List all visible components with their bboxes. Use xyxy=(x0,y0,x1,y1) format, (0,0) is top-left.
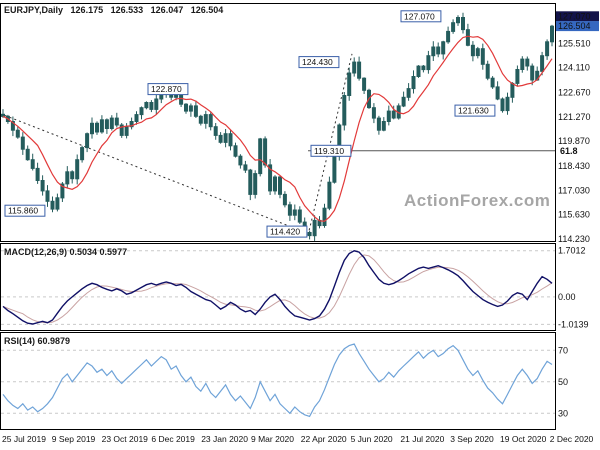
svg-text:21 Jul 2020: 21 Jul 2020 xyxy=(400,434,444,444)
svg-text:121.630: 121.630 xyxy=(458,106,489,116)
macd-main-line xyxy=(2,250,553,325)
high-price-axis-box: 127.070 xyxy=(556,11,599,22)
price-axis-labels: 125.510 124.110 122.670 121.270 119.870 118.4… xyxy=(558,38,591,244)
svg-text:122.870: 122.870 xyxy=(151,84,182,94)
svg-text:0.00: 0.00 xyxy=(558,292,576,302)
svg-text:23 Jan 2020: 23 Jan 2020 xyxy=(201,434,248,444)
svg-text:2 Dec 2020: 2 Dec 2020 xyxy=(550,434,594,444)
svg-text:125.510: 125.510 xyxy=(558,38,591,48)
watermark: ActionForex.com xyxy=(404,191,551,210)
svg-text:127.070: 127.070 xyxy=(404,11,435,21)
symbol-ohlc-header: EURJPY,Daily 126.175 126.533 126.047 126… xyxy=(4,5,228,15)
svg-text:126.504: 126.504 xyxy=(558,21,591,31)
fib-axis-label: 61.8 xyxy=(560,146,578,156)
high-value: 126.533 xyxy=(110,5,144,15)
open-value: 126.175 xyxy=(70,5,104,15)
svg-text:50: 50 xyxy=(558,377,568,387)
svg-text:9 Mar 2020: 9 Mar 2020 xyxy=(251,434,294,444)
rsi-indicator-label: RSI(14) 60.9879 xyxy=(4,336,71,346)
macd-lines xyxy=(2,250,553,325)
moving-average-line xyxy=(2,35,553,222)
rsi-line xyxy=(2,343,553,418)
svg-text:3 Sep 2020: 3 Sep 2020 xyxy=(450,434,494,444)
date-axis-labels: 25 Jul 2019 9 Sep 2019 23 Oct 2019 6 Dec 20… xyxy=(2,434,594,444)
svg-text:119.870: 119.870 xyxy=(558,136,590,146)
svg-text:9 Sep 2019: 9 Sep 2019 xyxy=(52,434,96,444)
macd-signal-line xyxy=(2,254,553,324)
svg-text:1.7012: 1.7012 xyxy=(558,246,586,256)
svg-text:25 Jul 2019: 25 Jul 2019 xyxy=(2,434,46,444)
macd-indicator-label: MACD(12,26,9) 0.5034 0.5977 xyxy=(4,247,128,257)
svg-text:124.430: 124.430 xyxy=(302,57,333,67)
current-price-axis-box: 126.504 xyxy=(556,21,599,32)
svg-text:122.670: 122.670 xyxy=(558,88,591,98)
svg-text:6 Dec 2019: 6 Dec 2019 xyxy=(151,434,195,444)
price-callouts: 115.860 122.870 124.430 114.420 119.310 127.0… xyxy=(4,10,496,238)
svg-text:19 Oct 2020: 19 Oct 2020 xyxy=(500,434,547,444)
svg-text:124.110: 124.110 xyxy=(558,63,590,73)
svg-text:127.070: 127.070 xyxy=(558,11,591,21)
svg-text:30: 30 xyxy=(558,408,568,418)
svg-text:121.270: 121.270 xyxy=(558,112,591,122)
svg-text:115.860: 115.860 xyxy=(8,206,38,216)
svg-text:23 Oct 2019: 23 Oct 2019 xyxy=(102,434,149,444)
trendlines xyxy=(4,53,353,236)
svg-text:119.310: 119.310 xyxy=(314,146,344,156)
svg-text:114.230: 114.230 xyxy=(558,234,590,244)
svg-text:-1.0139: -1.0139 xyxy=(558,319,589,329)
svg-text:114.420: 114.420 xyxy=(270,227,300,237)
svg-text:70: 70 xyxy=(558,345,568,355)
svg-text:5 Jun 2020: 5 Jun 2020 xyxy=(351,434,393,444)
close-value: 126.504 xyxy=(190,5,224,15)
svg-text:118.430: 118.430 xyxy=(558,161,590,171)
svg-text:22 Apr 2020: 22 Apr 2020 xyxy=(301,434,347,444)
svg-text:117.030: 117.030 xyxy=(558,185,590,195)
low-value: 126.047 xyxy=(150,5,184,15)
svg-text:115.630: 115.630 xyxy=(558,210,590,220)
indicator-axis-labels: 1.7012 0.00 -1.0139 70 50 30 xyxy=(558,246,589,419)
panel-borders xyxy=(0,3,556,430)
symbol-label: EURJPY,Daily xyxy=(4,5,64,15)
